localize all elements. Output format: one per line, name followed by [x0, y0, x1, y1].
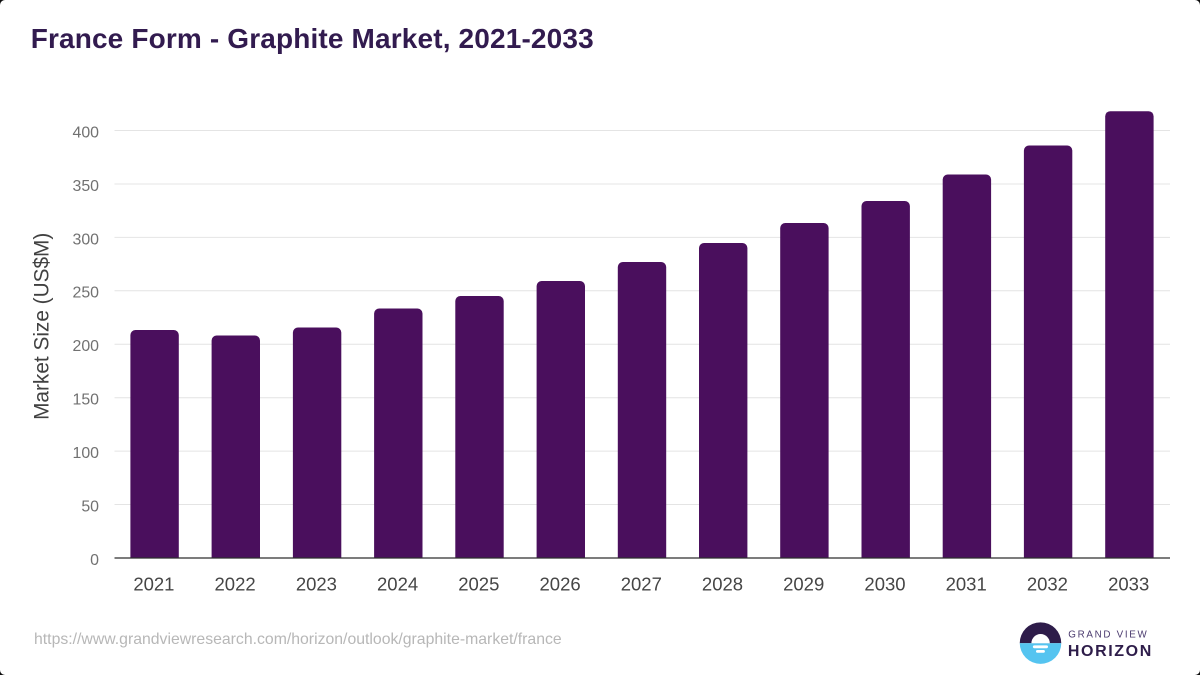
- svg-text:2024: 2024: [377, 574, 418, 595]
- svg-text:2023: 2023: [296, 574, 337, 595]
- svg-text:2028: 2028: [702, 574, 743, 595]
- svg-text:2031: 2031: [946, 574, 987, 595]
- svg-text:HORIZON: HORIZON: [1068, 643, 1153, 660]
- svg-text:350: 350: [72, 178, 99, 195]
- svg-text:2022: 2022: [215, 574, 256, 595]
- svg-text:2032: 2032: [1027, 574, 1068, 595]
- svg-text:2029: 2029: [783, 574, 824, 595]
- svg-text:50: 50: [81, 498, 99, 515]
- svg-text:250: 250: [72, 285, 99, 302]
- svg-text:0: 0: [90, 552, 99, 569]
- svg-text:2030: 2030: [864, 574, 905, 595]
- svg-text:2026: 2026: [540, 574, 581, 595]
- svg-text:GRAND VIEW: GRAND VIEW: [1068, 630, 1148, 641]
- svg-text:200: 200: [72, 338, 99, 355]
- svg-text:France Form - Graphite Market,: France Form - Graphite Market, 2021-2033: [31, 23, 594, 54]
- svg-text:https://www.grandviewresearch.: https://www.grandviewresearch.com/horizo…: [34, 631, 562, 648]
- svg-text:2033: 2033: [1108, 574, 1149, 595]
- svg-text:2025: 2025: [458, 574, 499, 595]
- svg-text:150: 150: [72, 392, 99, 409]
- svg-text:400: 400: [72, 124, 99, 141]
- svg-text:100: 100: [72, 445, 99, 462]
- svg-text:2021: 2021: [133, 574, 174, 595]
- svg-text:Market Size (US$M): Market Size (US$M): [31, 233, 54, 420]
- svg-text:2027: 2027: [621, 574, 662, 595]
- svg-text:300: 300: [72, 231, 99, 248]
